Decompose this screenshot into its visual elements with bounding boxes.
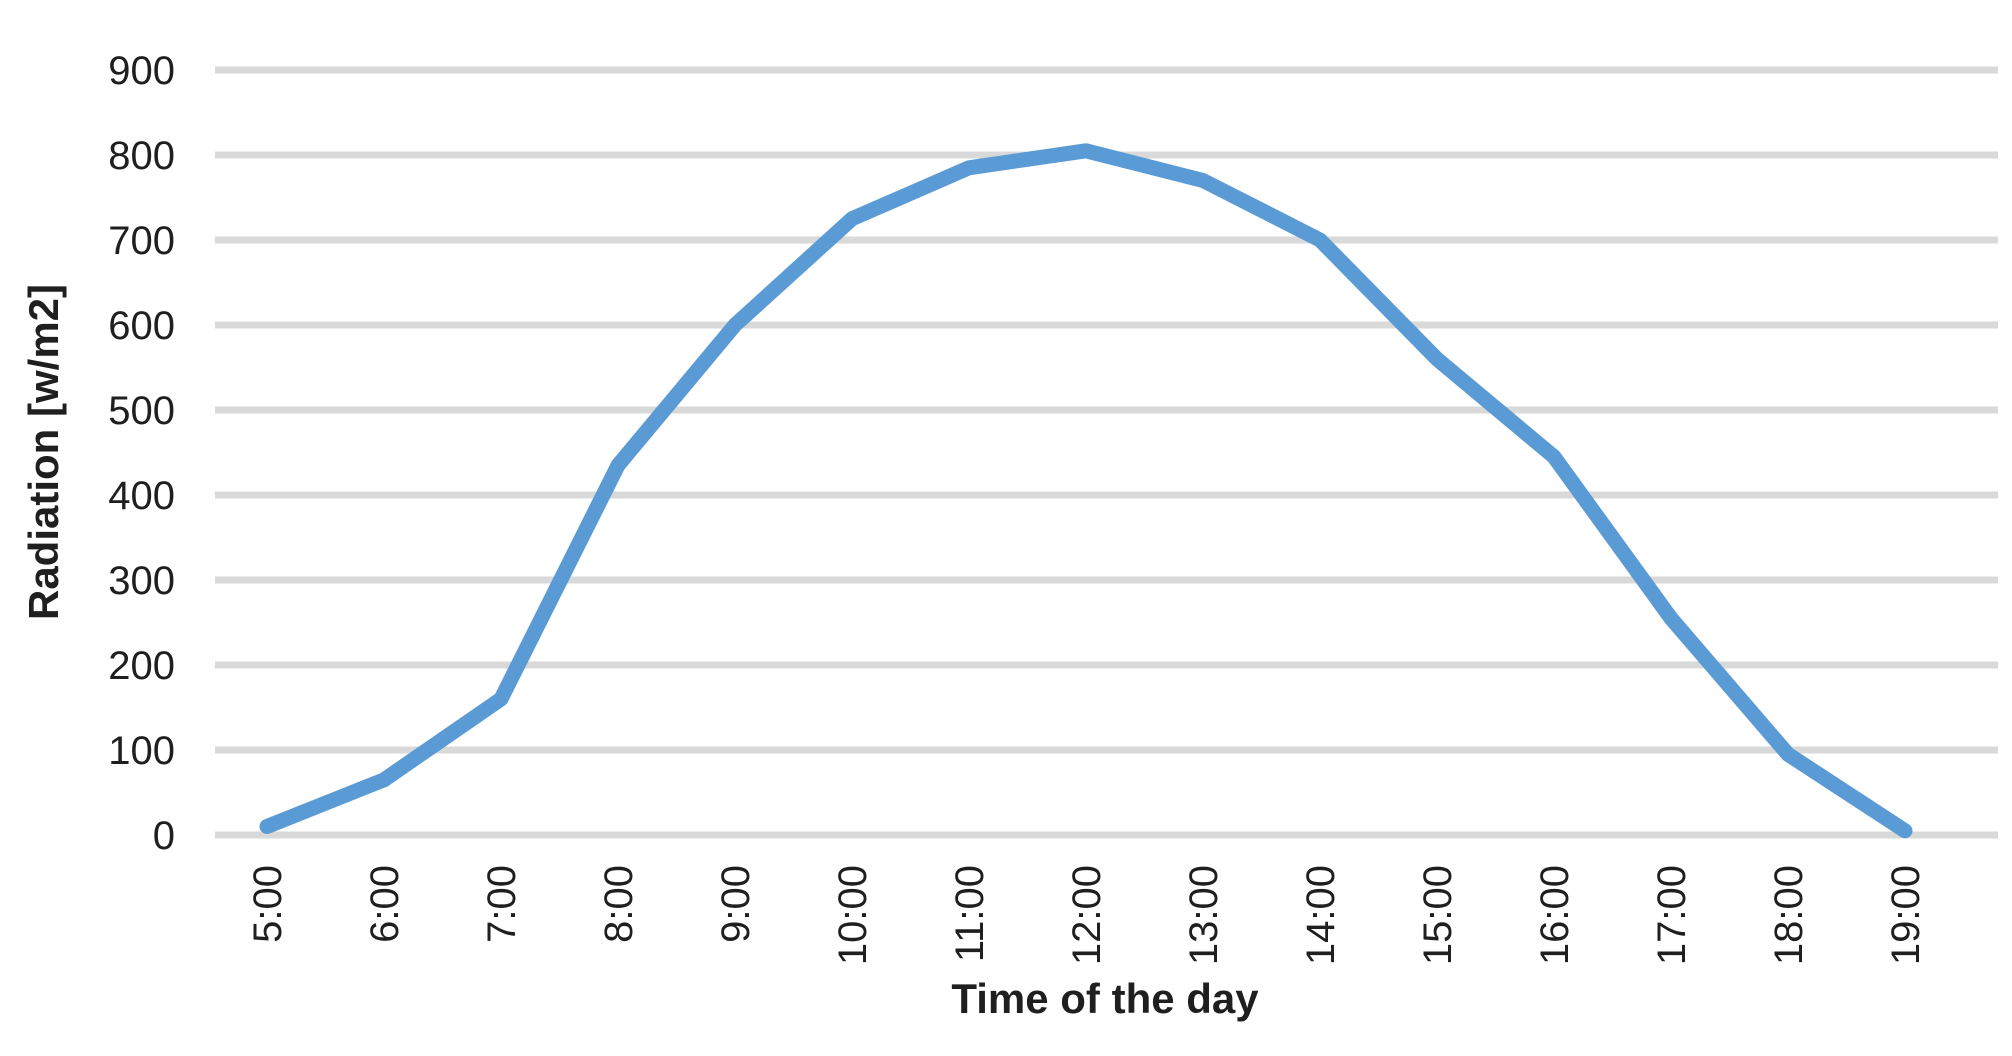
x-tick-label: 7:00: [480, 865, 524, 943]
y-tick-label: 400: [108, 474, 175, 518]
x-tick-label: 12:00: [1065, 865, 1109, 965]
x-tick-label: 17:00: [1650, 865, 1694, 965]
x-tick-label: 13:00: [1182, 865, 1226, 965]
y-tick-label: 800: [108, 134, 175, 178]
y-tick-label: 600: [108, 304, 175, 348]
x-axis-title: Time of the day: [951, 975, 1259, 1022]
x-tick-label: 6:00: [363, 865, 407, 943]
x-axis-tick-labels: 5:00 6:00 7:00 8:00 9:00 10:00 11:00 12:00 13:00…: [246, 865, 1928, 965]
x-tick-label: 14:00: [1299, 865, 1343, 965]
y-tick-label: 100: [108, 729, 175, 773]
x-tick-label: 8:00: [597, 865, 641, 943]
x-tick-label: 19:00: [1884, 865, 1928, 965]
x-tick-label: 11:00: [948, 865, 992, 962]
y-tick-label: 500: [108, 389, 175, 433]
x-tick-label: 18:00: [1767, 865, 1811, 965]
y-tick-label: 0: [153, 814, 175, 858]
x-tick-label: 15:00: [1416, 865, 1460, 965]
y-axis-title: Radiation [w/m2]: [20, 284, 67, 620]
x-tick-label: 16:00: [1533, 865, 1577, 965]
radiation-series-line: [259, 143, 1913, 839]
y-tick-label: 900: [108, 49, 175, 93]
y-tick-label: 700: [108, 219, 175, 263]
y-axis-tick-labels: 0 100 200 300 400 500 600 700 800 900: [108, 49, 175, 858]
y-tick-label: 300: [108, 559, 175, 603]
y-tick-label: 200: [108, 644, 175, 688]
x-tick-label: 9:00: [714, 865, 758, 943]
x-tick-label: 10:00: [831, 865, 875, 965]
x-tick-label: 5:00: [246, 865, 290, 943]
